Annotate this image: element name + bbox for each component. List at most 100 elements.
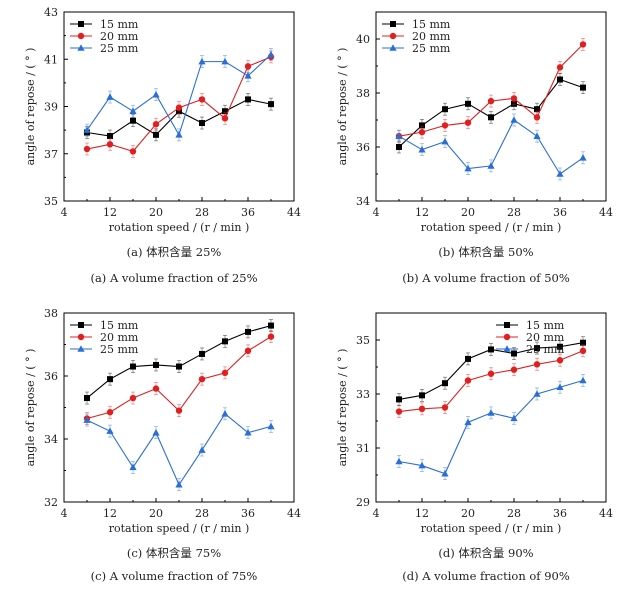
legend-label: 25 mm [100, 343, 139, 356]
y-tick-label: 33 [356, 388, 370, 401]
x-tick-label: 12 [103, 206, 117, 219]
data-point [395, 457, 403, 465]
data-point [580, 84, 586, 91]
y-axis-label: angle of repose / ( ° ) [336, 48, 349, 166]
legend-entry: 25 mm [70, 42, 139, 55]
data-point [245, 328, 251, 335]
data-point [130, 363, 136, 370]
y-axis-label: angle of repose / ( ° ) [24, 48, 37, 166]
data-point [465, 100, 471, 107]
legend-label: 15 mm [100, 18, 139, 31]
legend-marker [389, 44, 397, 51]
data-point [556, 383, 564, 391]
data-point [106, 141, 114, 148]
data-point [83, 145, 91, 153]
data-point [487, 97, 495, 105]
caption-en: (a) A volume fraction of 25% [90, 271, 257, 285]
x-tick-label: 36 [241, 507, 255, 520]
legend-marker [77, 333, 85, 341]
chart-panel-0: 4 12 20 28 36 44 35 37 39 41 43 rotation speed / (r… [24, 6, 301, 285]
data-point [153, 361, 159, 368]
data-point [464, 418, 472, 426]
data-point [107, 133, 113, 140]
x-tick-label: 36 [553, 206, 567, 219]
data-point [533, 114, 541, 121]
data-point [268, 322, 274, 329]
data-point [245, 96, 251, 103]
series-20-mm [395, 38, 587, 143]
y-axis-label: angle of repose / ( ° ) [24, 349, 37, 467]
series-line [86, 412, 272, 486]
legend-label: 15 mm [412, 18, 451, 31]
data-point [83, 416, 91, 423]
data-point [198, 446, 206, 453]
data-point [222, 108, 228, 115]
data-point [510, 414, 518, 422]
x-axis-label: rotation speed / (r / min ) [109, 221, 250, 234]
data-point [129, 394, 137, 402]
legend-entry: 15 mm [70, 319, 139, 332]
x-tick-label: 20 [461, 507, 475, 520]
data-point [198, 375, 206, 383]
x-tick-label: 28 [195, 206, 209, 219]
data-point [221, 57, 229, 65]
data-point [221, 115, 229, 122]
legend-entry: 15 mm [496, 319, 565, 332]
data-point [579, 347, 587, 354]
series-line [86, 54, 272, 137]
caption-cn: (a) 体积含量 25% [127, 245, 222, 259]
data-point [129, 107, 137, 115]
y-tick-label: 31 [356, 442, 370, 455]
data-point [267, 333, 275, 340]
data-point [442, 106, 448, 113]
data-point [441, 469, 449, 477]
data-point [129, 463, 137, 471]
x-tick-label: 44 [287, 206, 301, 219]
data-point [107, 376, 113, 383]
data-point [556, 64, 564, 71]
data-point [556, 170, 564, 177]
data-point [510, 116, 518, 123]
legend-marker [77, 44, 85, 51]
data-point [175, 131, 183, 138]
x-axis-label: rotation speed / (r / min ) [109, 522, 250, 535]
legend-entry: 25 mm [496, 343, 565, 356]
data-point [487, 162, 495, 169]
data-point [152, 428, 160, 436]
x-tick-label: 12 [415, 206, 429, 219]
data-point [152, 385, 160, 392]
x-tick-label: 4 [373, 206, 380, 219]
data-point [199, 350, 205, 357]
data-point [244, 428, 252, 436]
data-point [465, 355, 471, 362]
legend-marker [78, 322, 84, 328]
legend-entry: 20 mm [70, 331, 139, 344]
data-point [175, 407, 183, 414]
data-point [221, 410, 229, 417]
data-point [418, 405, 426, 413]
data-point [464, 164, 472, 172]
legend-entry: 20 mm [70, 30, 139, 43]
y-axis-label: angle of repose / ( ° ) [336, 349, 349, 467]
data-point [419, 392, 425, 399]
y-tick-label: 32 [44, 496, 58, 509]
legend-marker [503, 333, 511, 341]
data-point [510, 95, 518, 102]
x-tick-label: 20 [149, 206, 163, 219]
caption-en: (b) A volume fraction of 50% [402, 271, 570, 285]
data-point [395, 132, 403, 139]
data-point [418, 128, 426, 136]
data-point [487, 409, 495, 416]
legend-entry: 20 mm [496, 331, 565, 344]
data-point [418, 145, 426, 153]
data-point [396, 144, 402, 150]
legend-label: 20 mm [100, 30, 139, 43]
data-point [83, 126, 91, 133]
data-point [418, 461, 426, 469]
data-point [487, 370, 495, 377]
y-tick-label: 36 [356, 141, 370, 154]
data-point [244, 63, 252, 70]
data-point [244, 71, 252, 79]
legend-marker [77, 345, 85, 352]
